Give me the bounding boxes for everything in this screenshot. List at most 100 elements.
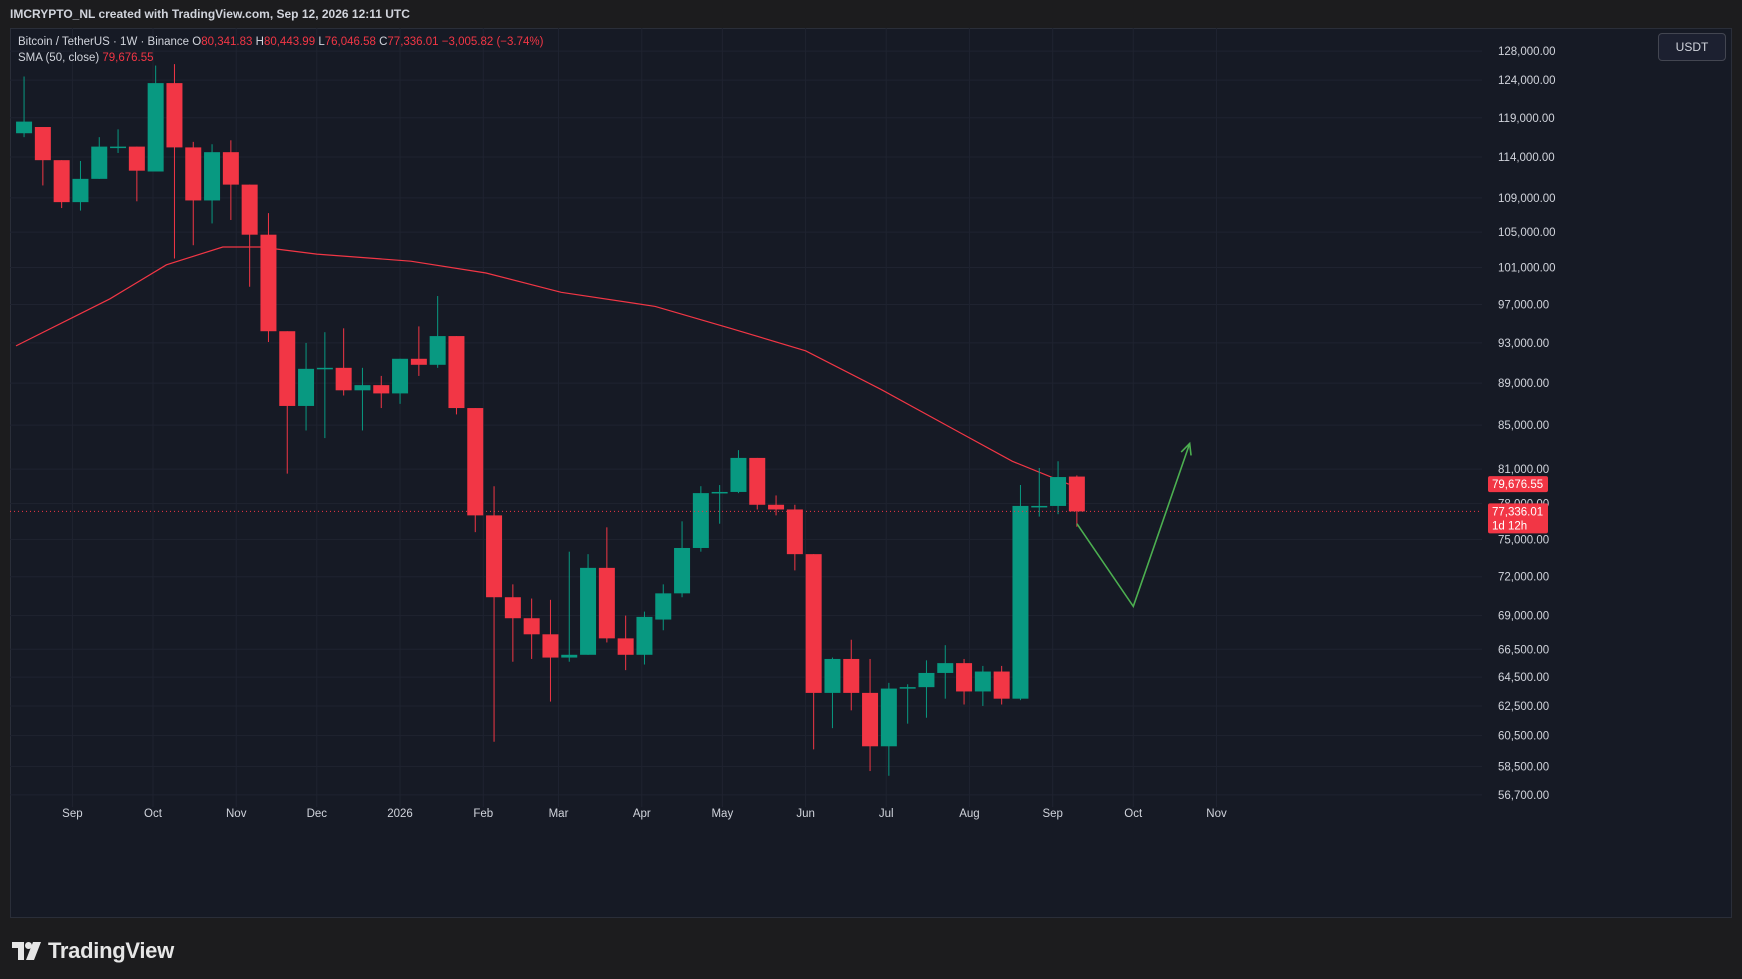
x-tick-label: Apr xyxy=(633,808,651,820)
candles-layer xyxy=(16,64,1085,776)
candle xyxy=(410,326,427,376)
y-tick-label: 85,000.00 xyxy=(1498,420,1549,432)
candle-body xyxy=(918,672,935,688)
last-price-badge-text: 77,336.01 xyxy=(1492,506,1543,518)
candle-body xyxy=(448,336,465,409)
candle-body xyxy=(937,663,954,673)
y-tick-label: 60,500.00 xyxy=(1498,731,1549,743)
candle-body xyxy=(128,146,145,171)
x-tick-label: Jul xyxy=(879,808,894,820)
projection-arrowhead xyxy=(1180,441,1192,456)
x-tick-label: Aug xyxy=(959,808,979,820)
countdown-badge-text: 1d 12h xyxy=(1492,520,1527,532)
candle xyxy=(467,408,484,533)
candle-body xyxy=(636,616,653,655)
candle-body xyxy=(523,618,540,635)
candle xyxy=(1012,485,1029,701)
candle xyxy=(72,160,89,211)
candle xyxy=(749,457,766,510)
sma-line xyxy=(15,246,1070,485)
candle-body xyxy=(166,83,183,148)
time-axis[interactable]: Sep Oct Nov Dec 2026 Feb Mar Apr May Jun Jul Aug Sep… xyxy=(62,808,1227,820)
y-tick-label: 56,700.00 xyxy=(1498,790,1549,802)
candle xyxy=(956,658,973,705)
candle xyxy=(880,682,897,776)
brand-name: TradingView xyxy=(48,938,174,963)
candle xyxy=(617,615,634,671)
chart-panel[interactable] xyxy=(10,28,1732,918)
candle-body xyxy=(1050,477,1067,506)
y-tick-label: 81,000.00 xyxy=(1498,464,1549,476)
candle-body xyxy=(354,385,371,391)
top-bar: IMCRYPTO_NL created with TradingView.com… xyxy=(0,0,1742,28)
legend-high-value: 80,443.99 xyxy=(263,36,316,48)
candle-body xyxy=(880,688,897,747)
candle xyxy=(636,611,653,665)
y-tick-label: 119,000.00 xyxy=(1498,113,1555,125)
candle xyxy=(843,639,860,711)
legend-sma-row: SMA (50, close) 79,676.55 xyxy=(18,50,543,66)
candle xyxy=(862,658,879,772)
candle-body xyxy=(805,554,822,693)
candle-body xyxy=(53,160,70,203)
price-axis[interactable]: 56,700.00 58,500.00 60,500.00 62,500.00 64,5… xyxy=(1498,46,1556,802)
y-tick-label: 69,000.00 xyxy=(1498,611,1549,623)
candle-body xyxy=(1068,476,1085,512)
candle xyxy=(504,584,521,662)
sma-price-badge-text: 79,676.55 xyxy=(1492,479,1543,491)
price-chart[interactable]: 56,700.00 58,500.00 60,500.00 62,500.00 64,5… xyxy=(10,28,1732,918)
candle xyxy=(486,486,503,742)
candle xyxy=(899,684,916,724)
candle-body xyxy=(749,457,766,505)
candle-body xyxy=(786,509,803,555)
candle-body xyxy=(241,184,258,235)
x-tick-label: May xyxy=(711,808,733,820)
candle-body xyxy=(843,658,860,693)
candle-body xyxy=(185,147,202,201)
candle xyxy=(204,144,221,224)
legend-open-value: 80,341.83 xyxy=(201,36,253,48)
candle xyxy=(448,336,465,415)
candle-body xyxy=(1031,505,1048,508)
candle xyxy=(674,521,691,598)
candle-body xyxy=(298,368,315,406)
y-tick-label: 75,000.00 xyxy=(1498,534,1549,546)
x-tick-label: Jun xyxy=(796,808,815,820)
tradingview-logo-icon xyxy=(12,942,41,960)
candle xyxy=(523,598,540,659)
candle-body xyxy=(486,515,503,598)
candle xyxy=(937,645,954,699)
candle xyxy=(1050,461,1067,515)
y-tick-label: 64,500.00 xyxy=(1498,672,1549,684)
x-tick-label: Nov xyxy=(1206,808,1227,820)
candle-body xyxy=(598,567,615,639)
candle-body xyxy=(316,367,333,370)
candle-body xyxy=(16,121,33,134)
candle-body xyxy=(222,152,239,185)
candle-body xyxy=(711,491,728,494)
legend-ohlc-row: Bitcoin / TetherUS · 1W · Binance O80,34… xyxy=(18,34,543,50)
y-tick-label: 97,000.00 xyxy=(1498,299,1549,311)
candle xyxy=(730,450,747,494)
x-tick-label: Nov xyxy=(226,808,247,820)
candle xyxy=(298,342,315,431)
legend-sma-label: SMA (50, close) xyxy=(18,52,100,64)
legend-sma-value: 79,676.55 xyxy=(102,52,154,64)
candle xyxy=(768,495,785,516)
candle-body xyxy=(204,152,221,201)
candle xyxy=(335,328,352,396)
candle xyxy=(542,599,559,702)
candle-body xyxy=(1012,505,1029,699)
candle-body xyxy=(110,146,127,149)
candle xyxy=(805,554,822,750)
candle-body xyxy=(91,146,108,179)
chart-credit: IMCRYPTO_NL created with TradingView.com… xyxy=(10,7,410,21)
bottom-bar xyxy=(0,918,1742,979)
candle xyxy=(993,665,1010,705)
currency-button[interactable]: USDT xyxy=(1658,33,1726,61)
candle xyxy=(392,358,409,404)
candle-body xyxy=(974,671,991,692)
sma-line-layer xyxy=(15,246,1070,485)
chart-legend: Bitcoin / TetherUS · 1W · Binance O80,34… xyxy=(18,34,543,66)
sma-price-badge xyxy=(1488,476,1548,493)
